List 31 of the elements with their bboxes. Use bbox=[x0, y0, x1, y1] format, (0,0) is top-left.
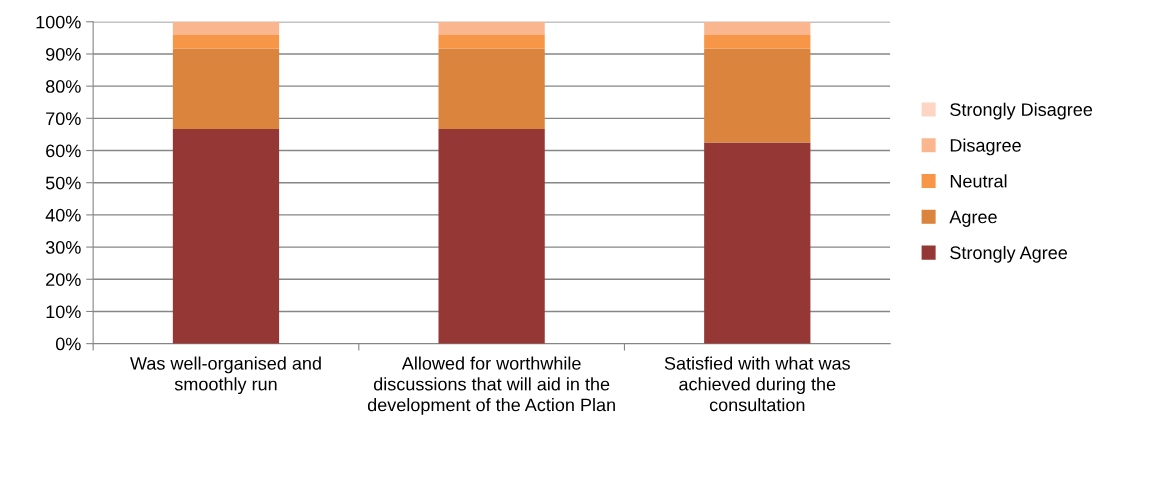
bar bbox=[172, 128, 280, 344]
legend-label: Agree bbox=[949, 210, 997, 227]
y-tick-label: 0% bbox=[55, 337, 81, 351]
legend-label: Disagree bbox=[950, 138, 1021, 156]
x-tick-label: Satisfied with what was achieved during the consultation bbox=[664, 356, 850, 412]
y-tick-label: 40% bbox=[45, 208, 81, 222]
bar bbox=[704, 34, 811, 49]
bar bbox=[704, 21, 811, 35]
bar bbox=[172, 34, 280, 49]
bar bbox=[704, 142, 811, 344]
y-tick-label: 100% bbox=[36, 15, 81, 29]
legend-label: Strongly Agree bbox=[950, 245, 1068, 263]
bar bbox=[438, 128, 545, 344]
bar bbox=[438, 48, 545, 129]
x-tick-label: Was well-organised and smoothly run bbox=[130, 356, 321, 395]
y-tick-label: 70% bbox=[46, 112, 81, 126]
y-tick-label: 30% bbox=[45, 241, 81, 254]
legend-label: Strongly Disagree bbox=[950, 102, 1093, 120]
bar bbox=[704, 48, 811, 143]
y-tick-label: 10% bbox=[46, 305, 81, 319]
y-tick-label: 80% bbox=[45, 80, 81, 93]
legend-label: Neutral bbox=[950, 174, 1007, 188]
y-tick-label: 20% bbox=[46, 273, 81, 286]
y-tick-label: 50% bbox=[45, 176, 81, 190]
bar bbox=[172, 21, 280, 35]
y-tick-label: 90% bbox=[46, 47, 81, 61]
y-tick-label: 60% bbox=[46, 144, 81, 158]
bar bbox=[172, 48, 280, 129]
x-tick-label: Allowed for worthwhile discussions that will aid in the development of the Action Plan bbox=[367, 356, 615, 415]
bar bbox=[438, 21, 545, 35]
bar bbox=[438, 34, 545, 49]
